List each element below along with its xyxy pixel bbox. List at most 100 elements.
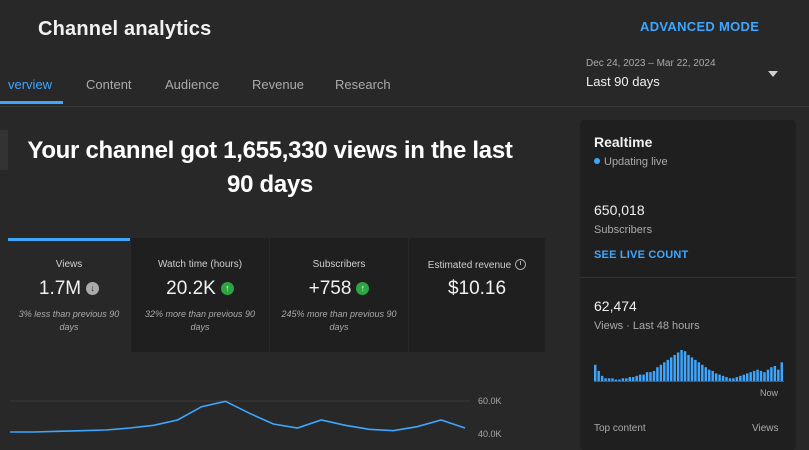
y-tick-label: 60.0K (478, 396, 502, 406)
realtime-bar (708, 369, 711, 382)
realtime-bar (756, 369, 759, 382)
realtime-bar (780, 362, 783, 382)
metric-card-subscribers[interactable]: Subscribers +758 ↑ 245% more than previou… (270, 238, 408, 352)
active-tab-indicator (0, 101, 63, 104)
realtime-bar (670, 357, 673, 382)
realtime-bar (659, 364, 663, 382)
see-live-count-link[interactable]: SEE LIVE COUNT (594, 249, 689, 261)
realtime-bar (649, 372, 652, 382)
realtime-bar (632, 377, 635, 382)
metric-card-revenue[interactable]: Estimated revenue $10.16 (409, 238, 545, 352)
realtime-bar (742, 374, 745, 382)
realtime-status-text: Updating live (604, 156, 668, 168)
realtime-bar (638, 374, 642, 382)
realtime-bar (694, 359, 697, 382)
realtime-bar (704, 367, 707, 382)
realtime-bar (718, 374, 721, 382)
date-range-text: Dec 24, 2023 – Mar 22, 2024 (586, 58, 716, 69)
realtime-subscribers-value: 650,018 (594, 202, 645, 218)
realtime-bar (711, 370, 714, 382)
metric-value-text: +758 (308, 278, 352, 299)
metric-note-line2: days (59, 322, 79, 332)
views-chart: 60.0K 40.0K (0, 380, 545, 439)
metric-note: 245% more than previous 90 days (270, 308, 408, 334)
realtime-bar (752, 370, 756, 382)
side-panel-edge (0, 130, 8, 170)
metric-label: Views (55, 259, 83, 270)
metric-note-line1: 32% more than previous 90 (144, 309, 256, 319)
realtime-bar (732, 378, 735, 382)
tab-content[interactable]: Content (86, 77, 132, 92)
realtime-bar (759, 370, 763, 382)
metric-value-text: 1.7M (38, 278, 82, 299)
realtime-bar (683, 351, 687, 382)
realtime-bar (635, 375, 638, 382)
realtime-bar (773, 366, 777, 382)
metric-label: Subscribers (312, 259, 366, 270)
arrow-up-icon: ↑ (220, 282, 234, 295)
chevron-down-icon[interactable] (768, 71, 778, 77)
realtime-bar (735, 377, 739, 382)
tab-research[interactable]: Research (335, 77, 391, 92)
date-period-text: Last 90 days (586, 74, 660, 89)
metric-value: 1.7M ↓ (8, 278, 130, 300)
views-series-line (10, 400, 466, 433)
tab-overview[interactable]: verview (8, 77, 53, 92)
realtime-bar (697, 362, 701, 382)
realtime-bar (607, 378, 611, 382)
advanced-mode-link[interactable]: ADVANCED MODE (640, 19, 760, 34)
realtime-bar (604, 378, 607, 382)
metric-value: +758 ↑ (270, 278, 408, 300)
realtime-bar (666, 359, 669, 382)
headline-line-2: 90 days (227, 171, 313, 198)
tab-audience[interactable]: Audience (165, 77, 220, 92)
realtime-bar (725, 377, 728, 382)
realtime-bar (739, 375, 742, 382)
live-dot-icon (594, 158, 600, 164)
realtime-bar (625, 378, 628, 382)
realtime-bar (680, 350, 683, 382)
realtime-bar (690, 357, 694, 382)
metric-cards: Views 1.7M ↓ 3% less than previous 90 days… (8, 238, 545, 352)
realtime-bar (701, 364, 704, 382)
metric-value-text: 20.2K (166, 278, 216, 299)
metric-label: Watch time (hours) (157, 259, 243, 270)
tab-revenue[interactable]: Revenue (252, 77, 305, 92)
realtime-bar (618, 379, 621, 382)
realtime-bar (673, 354, 676, 382)
realtime-views-bar-chart[interactable] (594, 348, 784, 382)
info-clock-icon[interactable] (515, 259, 527, 270)
metric-card-watch-time[interactable]: Watch time (hours) 20.2K ↑ 32% more than … (131, 238, 269, 352)
realtime-bar (621, 378, 625, 382)
realtime-title: Realtime (594, 134, 653, 150)
active-card-indicator (8, 238, 130, 241)
metric-value: $10.16 (447, 278, 507, 299)
realtime-bar (628, 377, 631, 382)
metric-note: 3% less than previous 90 days (8, 308, 130, 334)
headline-line-1: Your channel got 1,655,330 views in the … (27, 137, 513, 164)
metric-note-line1: 245% more than previous 90 (281, 309, 397, 319)
metric-card-views[interactable]: Views 1.7M ↓ 3% less than previous 90 days (8, 238, 130, 352)
realtime-bar (611, 378, 614, 382)
realtime-bar (763, 372, 766, 382)
metric-label: Estimated revenue (409, 259, 545, 271)
realtime-bar (594, 364, 597, 382)
realtime-views-label: Views · Last 48 hours (594, 320, 700, 332)
metric-label-text: Estimated revenue (427, 260, 512, 271)
overview-headline: Your channel got 1,655,330 views in the … (20, 134, 520, 202)
realtime-bar (645, 372, 649, 382)
realtime-bar (642, 374, 645, 382)
top-header: Channel analytics ADVANCED MODE verview … (0, 0, 809, 107)
arrow-down-icon: ↓ (86, 282, 100, 295)
realtime-now-label: Now (760, 388, 779, 398)
realtime-subscribers-label: Subscribers (594, 224, 653, 236)
y-tick-label: 40.0K (478, 429, 502, 439)
metric-note-line2: days (329, 322, 349, 332)
divider (580, 277, 796, 278)
realtime-bar (770, 367, 773, 382)
realtime-bar (676, 352, 680, 382)
metric-note-line2: days (190, 322, 210, 332)
realtime-bar (714, 373, 718, 382)
realtime-bar (614, 379, 618, 382)
realtime-bar (652, 370, 656, 382)
